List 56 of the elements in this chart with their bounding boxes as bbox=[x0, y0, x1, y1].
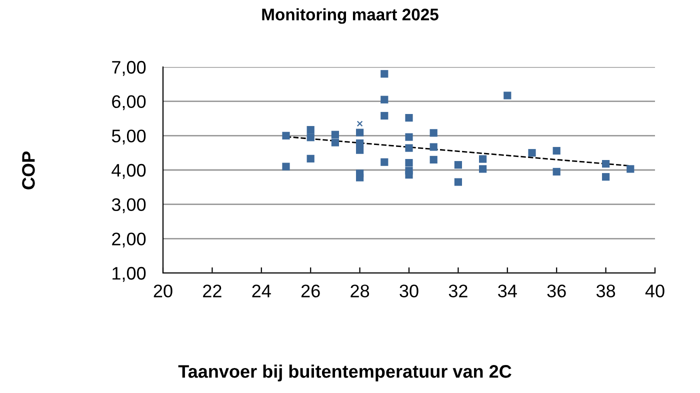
point bbox=[405, 144, 413, 152]
x-tick-label: 34 bbox=[498, 284, 517, 298]
point bbox=[306, 154, 314, 162]
y-tick-label: 2,00 bbox=[112, 232, 146, 248]
x-tick-label: 38 bbox=[596, 284, 616, 298]
point bbox=[552, 168, 560, 176]
point bbox=[306, 134, 314, 142]
y-tick-label: 7,00 bbox=[112, 60, 146, 76]
x-tick-label: 24 bbox=[252, 284, 271, 298]
point bbox=[356, 174, 364, 182]
point bbox=[282, 132, 290, 140]
point bbox=[552, 146, 560, 155]
point bbox=[405, 158, 413, 167]
x-axis-title: Taanvoer bij buitentemperatuur van 2C bbox=[178, 364, 512, 382]
x-tick-label: 30 bbox=[400, 284, 418, 298]
point bbox=[430, 143, 438, 151]
point bbox=[478, 155, 487, 163]
point bbox=[380, 158, 388, 166]
point bbox=[282, 162, 290, 170]
point bbox=[528, 149, 536, 157]
point bbox=[454, 178, 462, 186]
x-tick-label: 36 bbox=[547, 284, 566, 298]
point bbox=[430, 129, 438, 137]
x-tick-label: 20 bbox=[154, 284, 172, 298]
point bbox=[405, 171, 413, 179]
y-axis-title: COP bbox=[22, 152, 35, 190]
point bbox=[504, 92, 512, 100]
point bbox=[602, 160, 610, 168]
point bbox=[405, 114, 413, 122]
y-tick-label: 4,00 bbox=[112, 164, 146, 179]
x-tick-label: 22 bbox=[203, 284, 222, 298]
point bbox=[602, 173, 610, 181]
point bbox=[306, 126, 314, 134]
y-tick-label: 5,00 bbox=[112, 130, 146, 145]
point bbox=[478, 165, 487, 173]
point bbox=[626, 165, 634, 173]
point bbox=[331, 130, 340, 138]
point bbox=[405, 133, 413, 141]
x-tick-label: 26 bbox=[301, 284, 320, 298]
point bbox=[356, 146, 364, 154]
x-tick-label: 32 bbox=[448, 284, 468, 298]
chart-title: Monitoring maart 2025 bbox=[262, 8, 438, 24]
point bbox=[380, 96, 388, 104]
y-tick-label: 3,00 bbox=[112, 198, 146, 214]
point bbox=[356, 128, 364, 136]
point bbox=[331, 138, 340, 146]
y-tick-label: 6,00 bbox=[112, 95, 146, 110]
point bbox=[380, 112, 388, 120]
point bbox=[356, 139, 364, 148]
point bbox=[380, 70, 388, 78]
point bbox=[356, 120, 363, 127]
x-tick-label: 28 bbox=[350, 284, 370, 298]
point bbox=[430, 156, 438, 164]
x-tick-label: 40 bbox=[645, 284, 664, 298]
point bbox=[454, 161, 462, 169]
y-tick-label: 1,00 bbox=[112, 266, 146, 282]
